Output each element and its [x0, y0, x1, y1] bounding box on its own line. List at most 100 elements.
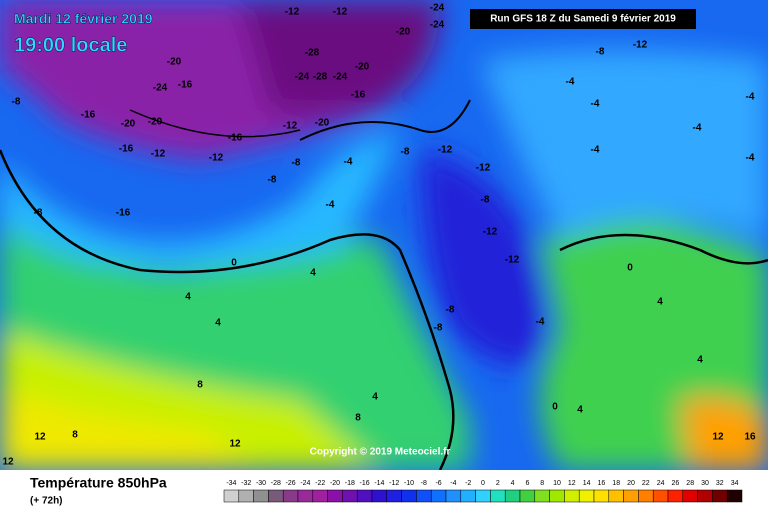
- contour-label: -4: [326, 200, 335, 211]
- legend-tick-label: -20: [330, 480, 340, 487]
- contour-label: -20: [355, 62, 370, 73]
- legend-swatch: [282, 489, 299, 503]
- contour-label: -24: [333, 72, 348, 83]
- contour-label: -24: [295, 72, 310, 83]
- legend-swatch: [238, 489, 254, 503]
- legend-swatch: [623, 489, 639, 503]
- legend-tick-label: -28: [271, 480, 281, 487]
- contour-label: -12: [283, 121, 298, 132]
- legend-tick-label: -12: [389, 480, 399, 487]
- contour-label: -4: [344, 157, 353, 168]
- legend-swatch: [549, 489, 565, 503]
- contour-label: -12: [285, 7, 300, 18]
- map-date: Mardi 12 février 2019: [14, 11, 153, 27]
- contour-label: 12: [229, 439, 241, 450]
- contour-label: 0: [552, 402, 558, 413]
- map-time: 19:00 locale: [14, 34, 127, 56]
- contour-label: 4: [185, 292, 191, 303]
- contour-label: -16: [228, 133, 243, 144]
- contour-label: -4: [536, 317, 545, 328]
- contour-label: -20: [396, 27, 411, 38]
- legend-tick-label: 20: [627, 480, 635, 487]
- contour-label: -24: [153, 83, 168, 94]
- legend-swatch: [504, 489, 521, 503]
- legend-tick-label: -18: [345, 480, 355, 487]
- legend-swatch: [297, 489, 314, 503]
- legend-tick-label: -32: [241, 480, 251, 487]
- legend-swatch: [534, 489, 550, 503]
- contour-label: -4: [746, 92, 755, 103]
- legend-tick-label: -30: [256, 480, 266, 487]
- contour-label: -8: [401, 147, 410, 158]
- contour-label: -8: [268, 175, 277, 186]
- contour-label: -12: [476, 163, 491, 174]
- contour-label: -4: [591, 99, 600, 110]
- legend-tick-label: 6: [525, 480, 529, 487]
- legend-tick-label: 16: [598, 480, 606, 487]
- legend-tick-label: -14: [374, 480, 384, 487]
- contour-label: 0: [231, 258, 237, 269]
- legend-swatch: [356, 489, 373, 503]
- contour-label: -12: [483, 227, 498, 238]
- legend-swatch: [652, 489, 669, 503]
- legend-tick-label: 2: [496, 480, 500, 487]
- contour-label: -8: [481, 195, 490, 206]
- legend-swatch: [667, 489, 684, 503]
- legend-tick-label: 18: [612, 480, 620, 487]
- contour-label: -4: [746, 153, 755, 164]
- legend-swatch: [697, 489, 713, 503]
- contour-label: -8: [434, 323, 443, 334]
- legend-swatch: [460, 489, 476, 503]
- contour-label: 8: [197, 380, 203, 391]
- legend-tick-label: -34: [226, 480, 236, 487]
- legend-tick-label: 28: [686, 480, 694, 487]
- contour-label: -8: [34, 208, 43, 219]
- legend-swatch: [608, 489, 624, 503]
- contour-label: -8: [292, 158, 301, 169]
- legend-tick-label: 24: [657, 480, 665, 487]
- legend-tick-label: 4: [511, 480, 515, 487]
- legend-swatch: [564, 489, 580, 503]
- legend-tick-label: 12: [568, 480, 576, 487]
- legend-tick-label: -24: [300, 480, 310, 487]
- contour-label: -8: [596, 47, 605, 58]
- contour-label: 12: [712, 432, 724, 443]
- contour-label: 16: [744, 432, 756, 443]
- contour-label: -24: [430, 20, 445, 31]
- contour-label: -12: [209, 153, 224, 164]
- legend-swatch: [386, 489, 402, 503]
- contour-label: -20: [167, 57, 182, 68]
- contour-label: -12: [505, 255, 520, 266]
- legend-swatch: [712, 489, 728, 503]
- contour-label: -20: [121, 119, 136, 130]
- legend-swatch: [371, 489, 388, 503]
- contour-label: -24: [430, 3, 445, 14]
- contour-label: -4: [591, 145, 600, 156]
- contour-label: 4: [372, 392, 378, 403]
- legend-tick-label: -2: [465, 480, 471, 487]
- contour-label: -12: [151, 149, 166, 160]
- contour-label: 4: [697, 355, 703, 366]
- legend-tick-label: -16: [360, 480, 370, 487]
- contour-label: -28: [305, 48, 320, 59]
- legend-tick-label: 14: [583, 480, 591, 487]
- footer-title: Température 850hPa: [30, 475, 167, 491]
- legend-tick-label: 8: [540, 480, 544, 487]
- contour-label: 8: [355, 413, 361, 424]
- legend-swatch: [682, 489, 698, 503]
- legend-tick-label: 32: [716, 480, 724, 487]
- legend-tick-label: 0: [481, 480, 485, 487]
- contour-label: -4: [566, 77, 575, 88]
- contour-label: -16: [351, 90, 366, 101]
- legend-swatch: [519, 489, 536, 503]
- legend-swatch: [430, 489, 447, 503]
- contour-label: 0: [627, 263, 633, 274]
- legend-swatch: [268, 489, 284, 503]
- legend-tick-label: -6: [435, 480, 441, 487]
- map-background: [0, 0, 768, 471]
- legend-tick-label: 26: [672, 480, 680, 487]
- legend-swatch: [327, 489, 343, 503]
- contour-label: 4: [657, 297, 663, 308]
- legend-swatch: [726, 489, 743, 503]
- contour-label: -28: [313, 72, 328, 83]
